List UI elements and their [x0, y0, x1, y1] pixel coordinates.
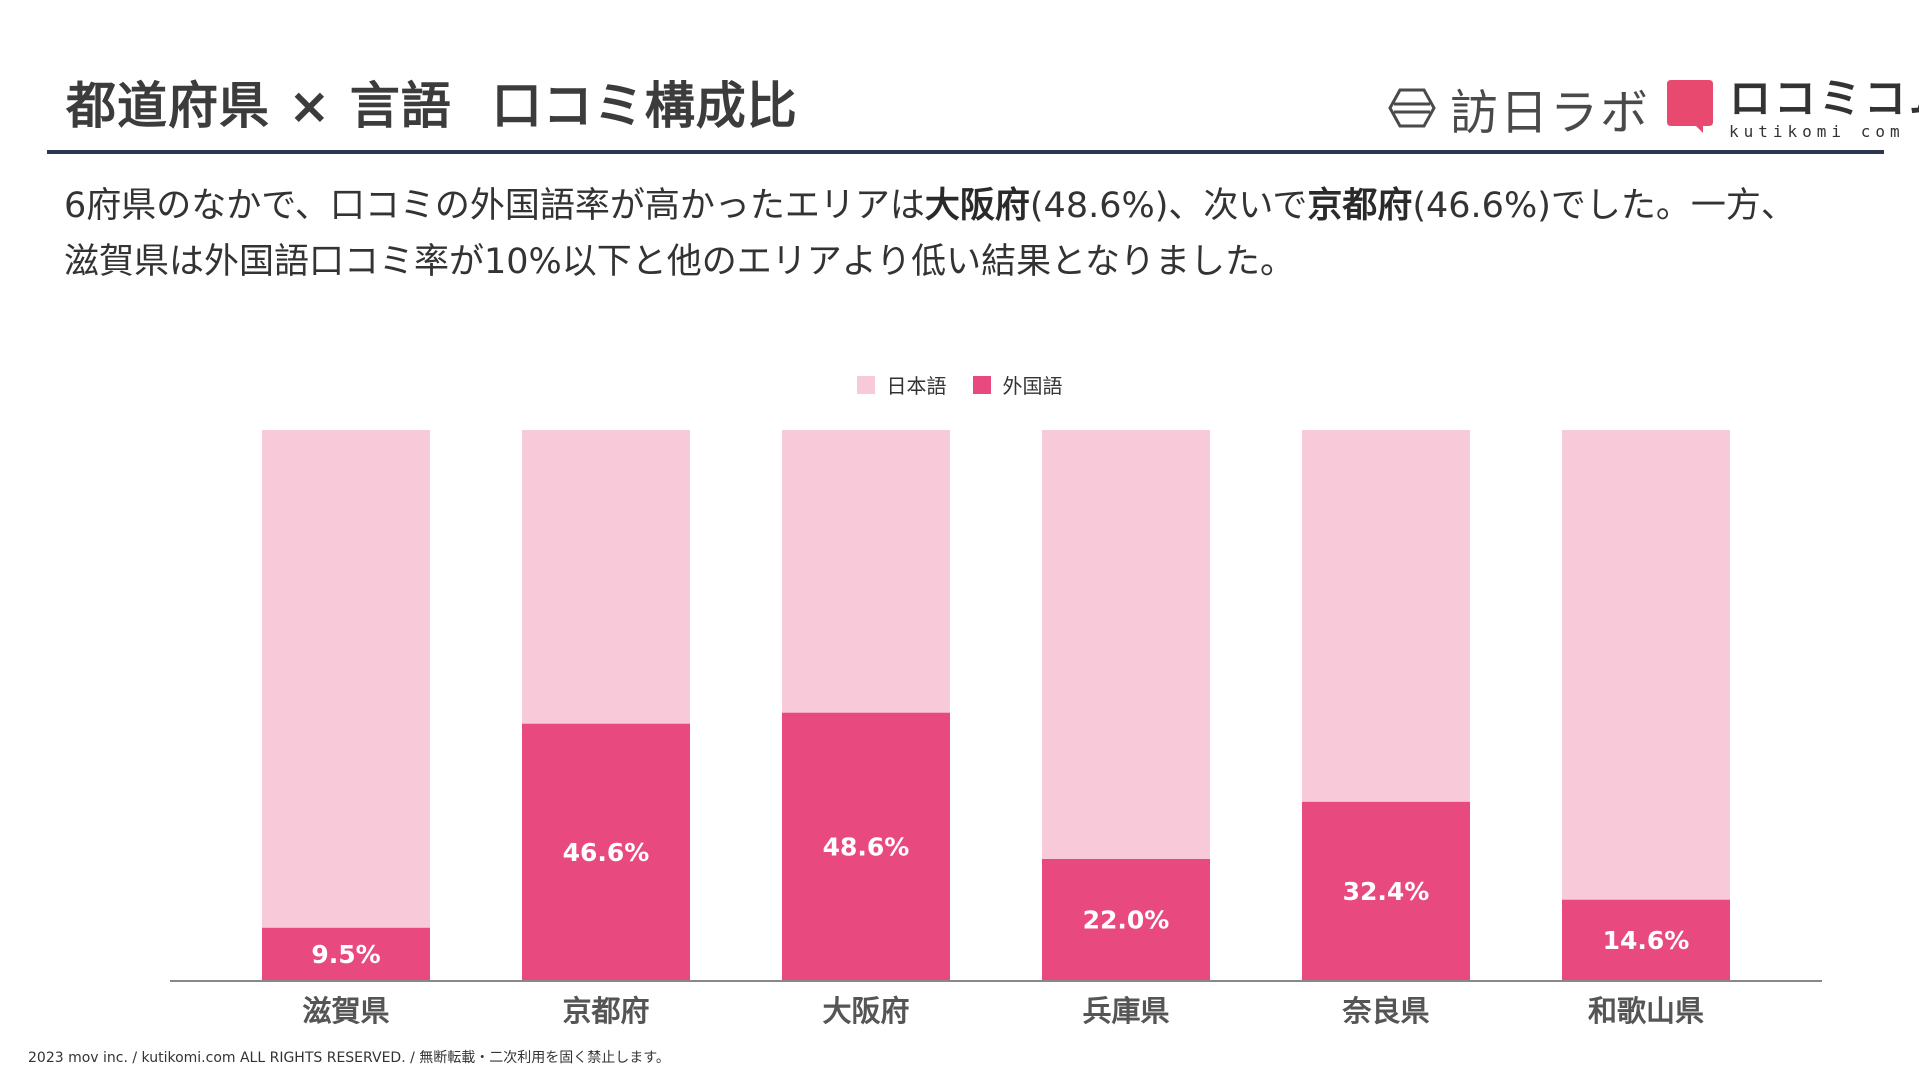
legend-label-foreign: 外国語 — [1002, 374, 1063, 398]
bar-foreign — [522, 723, 690, 980]
data-label: 46.6% — [563, 838, 650, 867]
description-text: (48.6%)、次いで — [1029, 186, 1308, 226]
category-tick-label: 大阪府 — [822, 994, 909, 1028]
legend-item-foreign: 外国語 — [972, 370, 1063, 399]
description-text: 6府県のなかで、口コミの外国語率が高かったエリアは — [64, 186, 925, 226]
bar-foreign — [1042, 859, 1210, 980]
title-part2: 口コミ構成比 — [491, 77, 798, 135]
highlight-kyoto: 京都府 — [1307, 186, 1413, 226]
title-underline — [47, 150, 1884, 154]
bar-foreign — [782, 712, 950, 980]
stacked-bar-chart: 9.5% 滋賀県 46.6% 京都府 48.6% 大阪府 22.0% 兵庫県 32.4% 奈良県 1… — [170, 430, 1822, 1028]
legend-swatch-japanese — [856, 375, 875, 394]
data-label: 22.0% — [1083, 906, 1170, 935]
kutikomi-com-logo: ロコミコム kutikomi com — [1665, 78, 1919, 140]
data-label: 9.5% — [311, 940, 380, 969]
page-title: 都道府県 × 言語 口コミ構成比 — [66, 66, 798, 138]
chart-legend: 日本語 外国語 — [0, 370, 1919, 399]
bar-foreign — [1562, 899, 1730, 980]
category-tick-label: 京都府 — [562, 994, 649, 1028]
bar-japanese — [1042, 430, 1210, 859]
category-tick-label: 奈良県 — [1341, 994, 1429, 1028]
houni-lab-logo-text: 訪日ラボ — [1450, 85, 1651, 141]
data-label: 14.6% — [1603, 926, 1690, 955]
bar-foreign — [262, 927, 430, 980]
hexagon-icon — [1388, 88, 1436, 128]
bar-japanese — [1302, 430, 1470, 802]
kutikomi-com-logo-sub: kutikomi com — [1729, 122, 1905, 141]
houni-lab-logo: 訪日ラボ — [1388, 80, 1650, 141]
bar-japanese — [262, 430, 430, 928]
description-line-2: 滋賀県は外国語口コミ率が10%以下と他のエリアより低い結果となりました。 — [64, 242, 1296, 282]
data-label: 32.4% — [1343, 877, 1430, 906]
data-label: 48.6% — [823, 832, 910, 861]
bar-japanese — [1562, 430, 1730, 900]
kutikomi-com-logo-main: ロコミコム — [1729, 74, 1919, 123]
copyright-footer: 2023 mov inc. / kutikomi.com ALL RIGHTS … — [28, 1050, 670, 1066]
category-tick-label: 滋賀県 — [302, 994, 389, 1028]
bar-japanese — [522, 430, 690, 724]
speech-bubble-icon — [1667, 80, 1713, 133]
description-line-1: 6府県のなかで、口コミの外国語率が高かったエリアは大阪府(48.6%)、次いで京… — [64, 178, 1796, 234]
legend-item-japanese: 日本語 — [856, 370, 947, 399]
legend-label-japanese: 日本語 — [886, 374, 947, 398]
bar-japanese — [782, 430, 950, 713]
description-text: (46.6%)でした。一方、 — [1412, 186, 1796, 226]
bar-foreign — [1302, 801, 1470, 980]
description: 6府県のなかで、口コミの外国語率が高かったエリアは大阪府(48.6%)、次いで京… — [64, 178, 1796, 290]
category-tick-label: 和歌山県 — [1588, 994, 1704, 1028]
legend-swatch-foreign — [972, 375, 991, 394]
title-part1: 都道府県 × 言語 — [66, 77, 452, 135]
category-tick-label: 兵庫県 — [1082, 994, 1169, 1028]
highlight-osaka: 大阪府 — [924, 186, 1030, 226]
